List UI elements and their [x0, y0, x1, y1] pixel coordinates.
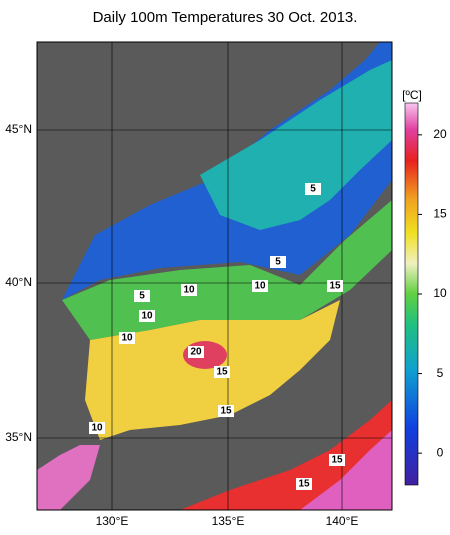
lat-label: 40°N: [5, 275, 32, 289]
map-area: [37, 42, 392, 510]
contour-label-box: [270, 256, 286, 268]
sea-southwest: [37, 445, 100, 510]
sea-north-cyan: [200, 60, 392, 230]
lon-label: 130°E: [96, 514, 129, 528]
contour-label: 15: [331, 455, 343, 466]
colorbar-tick-label: 20: [433, 127, 447, 141]
contour-label: 5: [139, 291, 145, 302]
contour-label-box: [139, 310, 155, 322]
map-frame: [36, 41, 393, 511]
contour-label: 10: [141, 311, 153, 322]
lat-label: 35°N: [5, 430, 32, 444]
contour-label: 5: [275, 257, 281, 268]
contour-label-box: [305, 183, 321, 195]
colorbar-label: [ºC]: [402, 88, 422, 102]
contour-label-box: [119, 332, 135, 344]
sea-south: [85, 300, 340, 440]
contour-label-box: [188, 346, 204, 358]
contour-label-box: [296, 478, 312, 490]
colorbar-tick-label: 5: [437, 366, 444, 380]
contour-label: 15: [298, 479, 310, 490]
contour-label-box: [181, 284, 197, 296]
colorbar-tick-label: 0: [437, 445, 444, 459]
colorbar: [404, 102, 419, 486]
sea-green-band: [62, 200, 392, 340]
contour-label: 15: [220, 406, 232, 417]
contour-label-box: [218, 405, 234, 417]
contour-label-box: [89, 422, 105, 434]
contour-label: 10: [121, 333, 133, 344]
contour-label: 10: [254, 281, 266, 292]
contour-label: 15: [329, 281, 341, 292]
sea-pacific-pink: [300, 430, 392, 510]
contour-label: 5: [310, 184, 316, 195]
contour-label: 20: [190, 347, 202, 358]
contour-label-box: [329, 454, 345, 466]
lon-label: 135°E: [212, 514, 245, 528]
colorbar-tick-label: 10: [433, 286, 447, 300]
contour-label-box: [134, 290, 150, 302]
contour-label: 10: [91, 423, 103, 434]
contour-label: 15: [216, 367, 228, 378]
contour-label-box: [252, 280, 268, 292]
lat-label: 45°N: [5, 122, 32, 136]
contour-label-box: [214, 366, 230, 378]
contour-label-box: [327, 280, 343, 292]
lon-label: 140°E: [326, 514, 359, 528]
title: Daily 100m Temperatures 30 Oct. 2013.: [93, 9, 358, 26]
contour-label: 10: [183, 285, 195, 296]
colorbar-tick-label: 15: [433, 207, 447, 221]
